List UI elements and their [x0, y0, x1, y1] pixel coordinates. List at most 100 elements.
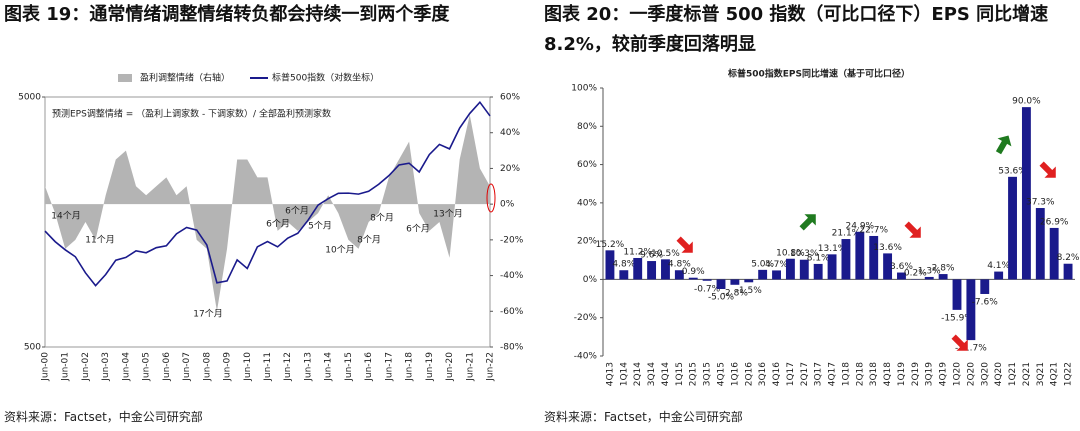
value-label: -0.7%: [694, 284, 721, 294]
x-tick-label: Jun-20: [445, 352, 455, 382]
y-tick-label: 60%: [577, 160, 597, 170]
value-label: 15.2%: [596, 240, 625, 250]
value-label: 53.6%: [998, 166, 1027, 176]
sentiment-area: [45, 114, 490, 312]
value-label: 4.8%: [612, 260, 635, 270]
x-tick-label: 2Q21: [1022, 362, 1032, 386]
x-tick-label: 3Q15: [703, 362, 713, 386]
duration-label: 5个月: [308, 221, 332, 232]
y2-tick-label: -40%: [500, 271, 524, 281]
bar: [924, 276, 934, 280]
bar: [674, 270, 684, 280]
y-tick-label: -40%: [574, 352, 598, 362]
bar: [1063, 263, 1073, 280]
x-tick-label: 2Q14: [633, 362, 643, 387]
x-tick-label: 3Q14: [647, 362, 657, 387]
x-tick-label: 3Q19: [925, 362, 935, 387]
arrow-icon: [1039, 161, 1056, 178]
value-label: 3.6%: [890, 262, 913, 272]
source: 资料来源：Factset，中金公司研究部: [4, 410, 203, 424]
chart-title: 图表 20：一季度标普 500 指数（可比口径下）EPS 同比增速 8.2%，较…: [544, 4, 1049, 55]
x-tick-label: 4Q17: [828, 362, 838, 386]
x-tick-label: 2Q15: [689, 362, 699, 386]
value-label: 11.2%: [623, 247, 652, 257]
value-label: -2.8%: [722, 288, 749, 298]
x-tick-label: 3Q20: [980, 362, 990, 387]
value-label: -7.6%: [972, 297, 999, 307]
bar: [1008, 176, 1017, 280]
duration-label: 8个月: [357, 235, 381, 246]
highlight-ellipse: [486, 183, 496, 213]
bar: [897, 272, 906, 280]
bar: [980, 279, 990, 294]
x-tick-label: 4Q20: [994, 362, 1004, 387]
value-label: 10.5%: [651, 249, 680, 259]
y2-tick-label: 0%: [500, 200, 515, 210]
x-tick-label: 3Q16: [758, 362, 768, 387]
x-tick-label: 3Q17: [814, 362, 824, 386]
y2-tick-label: -80%: [500, 343, 524, 353]
value-label: -1.5%: [736, 286, 763, 296]
y-tick-label: 0%: [583, 275, 598, 285]
x-tick-label: Jun-05: [142, 352, 152, 382]
y-tick-label: 100%: [571, 84, 597, 94]
bar: [994, 271, 1004, 280]
note: 预测EPS调整情绪 = （盈利上调家数 - 下调家数）/ 全部盈利预测家数: [52, 108, 331, 120]
value-label: -31.7%: [955, 344, 987, 354]
value-label: 4.7%: [765, 260, 788, 270]
x-tick-label: Jun-07: [182, 352, 192, 382]
x-tick-label: Jun-15: [344, 352, 354, 382]
bar: [938, 274, 948, 280]
x-tick-label: 2Q18: [855, 362, 865, 387]
duration-label: 6个月: [266, 219, 290, 230]
value-label: 13.6%: [873, 243, 902, 253]
value-label: 8.1%: [807, 253, 830, 263]
chart-title: 图表 19：通常情绪调整情绪转负都会持续一到两个季度: [4, 4, 450, 25]
bar: [1035, 208, 1045, 280]
value-label: 26.9%: [1040, 217, 1069, 227]
y2-tick-label: 60%: [500, 93, 520, 103]
bar: [688, 277, 698, 280]
y-tick-label: 5000: [18, 93, 41, 103]
bar: [1021, 107, 1031, 280]
x-tick-label: Jun-18: [405, 352, 415, 382]
x-tick-label: Jun-10: [243, 352, 253, 382]
x-tick-label: Jun-01: [61, 352, 71, 382]
duration-label: 6个月: [406, 224, 430, 235]
y2-tick-label: -60%: [500, 307, 524, 317]
bar: [716, 279, 726, 289]
x-tick-label: Jun-19: [425, 352, 435, 382]
x-tick-label: 1Q17: [786, 362, 796, 386]
x-tick-label: 1Q18: [841, 362, 851, 387]
x-tick-label: 4Q19: [939, 362, 949, 387]
x-tick-label: 1Q16: [730, 362, 740, 387]
x-tick-label: 2Q20: [966, 362, 976, 387]
bar: [883, 253, 893, 280]
value-label: 8.2%: [1057, 253, 1080, 263]
x-tick-label: Jun-03: [101, 352, 111, 382]
y-tick-label: 80%: [577, 122, 597, 132]
arrow-icon: [995, 135, 1012, 155]
y-tick-label: 500: [24, 343, 41, 353]
x-tick-label: 4Q18: [883, 362, 893, 387]
x-tick-label: Jun-09: [223, 352, 233, 382]
x-tick-label: Jun-13: [303, 352, 313, 382]
value-label: 0.9%: [682, 267, 705, 277]
x-tick-label: Jun-22: [486, 352, 496, 382]
x-tick-label: 1Q15: [675, 362, 685, 386]
legend-swatch: [118, 74, 132, 82]
x-tick-label: Jun-21: [465, 352, 475, 382]
x-tick-label: 3Q18: [869, 362, 879, 387]
x-tick-label: 1Q20: [953, 362, 963, 387]
bar: [758, 269, 768, 280]
x-tick-label: Jun-16: [364, 352, 374, 382]
chart-subtitle: 标普500指数EPS同比增速（基于可比口径）: [727, 68, 910, 80]
duration-label: 10个月: [325, 245, 354, 256]
duration-label: 6个月: [285, 206, 309, 217]
value-label: 90.0%: [1012, 97, 1041, 107]
value-label: 9.6%: [640, 251, 663, 261]
x-tick-label: 4Q13: [605, 362, 615, 386]
x-tick-label: Jun-14: [324, 352, 334, 382]
